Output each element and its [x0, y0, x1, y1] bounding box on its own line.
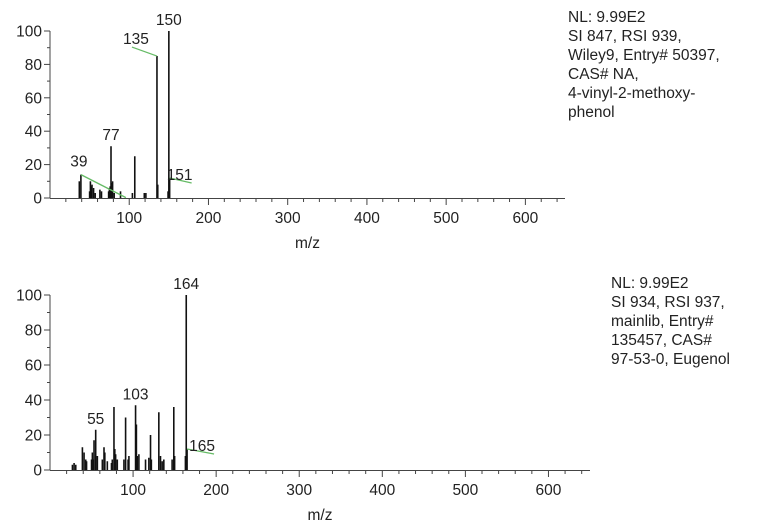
y-tick-label: 80	[25, 323, 43, 340]
x-tick-label: 300	[275, 210, 301, 227]
y-tick-label: 20	[25, 157, 43, 174]
x-tick-label: 200	[196, 210, 222, 227]
info-line: mainlib, Entry#	[611, 313, 714, 330]
label-leader-line	[169, 177, 192, 184]
info-line: 135457, CAS#	[611, 332, 712, 349]
peak-label: 55	[87, 411, 104, 428]
x-axis-label: m/z	[308, 507, 333, 524]
x-tick-label: 500	[452, 482, 478, 499]
x-axis-label: m/z	[295, 235, 320, 252]
peak-label: 39	[70, 154, 87, 171]
info-line: NL: 9.99E2	[611, 275, 689, 292]
x-tick-label: 400	[369, 482, 395, 499]
y-tick-label: 60	[25, 90, 43, 107]
info-line: CAS# NA,	[568, 66, 639, 83]
y-tick-label: 100	[16, 24, 42, 41]
x-tick-label: 100	[116, 210, 142, 227]
x-tick-label: 300	[286, 482, 312, 499]
x-tick-label: 400	[354, 210, 380, 227]
info-line: SI 847, RSI 939,	[568, 28, 682, 45]
peak-label: 135	[123, 31, 149, 48]
peak-label: 103	[123, 386, 149, 403]
spectrum-chart-bottom: 0 20 40 60 80 100 100 200 300 400 500 600 m/z 55 103 16…	[16, 276, 590, 524]
y-tick-label: 40	[25, 393, 43, 410]
x-tick-label: 200	[203, 482, 229, 499]
label-leader-line	[186, 448, 215, 455]
info-line: NL: 9.99E2	[568, 9, 646, 26]
info-line: 97-53-0, Eugenol	[611, 351, 730, 368]
info-line: Wiley9, Entry# 50397,	[568, 47, 720, 64]
x-tick-label: 600	[512, 210, 538, 227]
y-tick-label: 100	[16, 288, 42, 305]
peak-label: 151	[167, 167, 193, 184]
peak-label: 164	[173, 276, 199, 293]
spectrum-info-top: NL: 9.99E2 SI 847, RSI 939, Wiley9, Entr…	[568, 8, 720, 122]
x-tick-label: 500	[433, 210, 459, 227]
y-tick-label: 80	[25, 57, 43, 74]
peak-label: 150	[156, 12, 182, 29]
peak-label: 77	[102, 127, 119, 144]
info-line: phenol	[568, 104, 615, 121]
label-leader-line	[131, 46, 158, 57]
spectrum-info-bottom: NL: 9.99E2 SI 934, RSI 937, mainlib, Ent…	[611, 274, 730, 369]
label-leader-line	[80, 174, 127, 199]
peak-label: 165	[189, 438, 215, 455]
info-line: 4-vinyl-2-methoxy-	[568, 85, 696, 102]
y-tick-label: 40	[25, 124, 43, 141]
y-tick-label: 60	[25, 358, 43, 375]
x-tick-label: 600	[536, 482, 562, 499]
info-line: SI 934, RSI 937,	[611, 294, 725, 311]
y-tick-label: 0	[33, 463, 42, 480]
y-tick-label: 20	[25, 428, 43, 445]
x-tick-label: 100	[120, 482, 146, 499]
spectrum-chart-top: 0 20 40 60 80 100 100 200 300 400 500 600 m/z 39 77 135…	[16, 12, 565, 252]
y-tick-label: 0	[33, 191, 42, 208]
